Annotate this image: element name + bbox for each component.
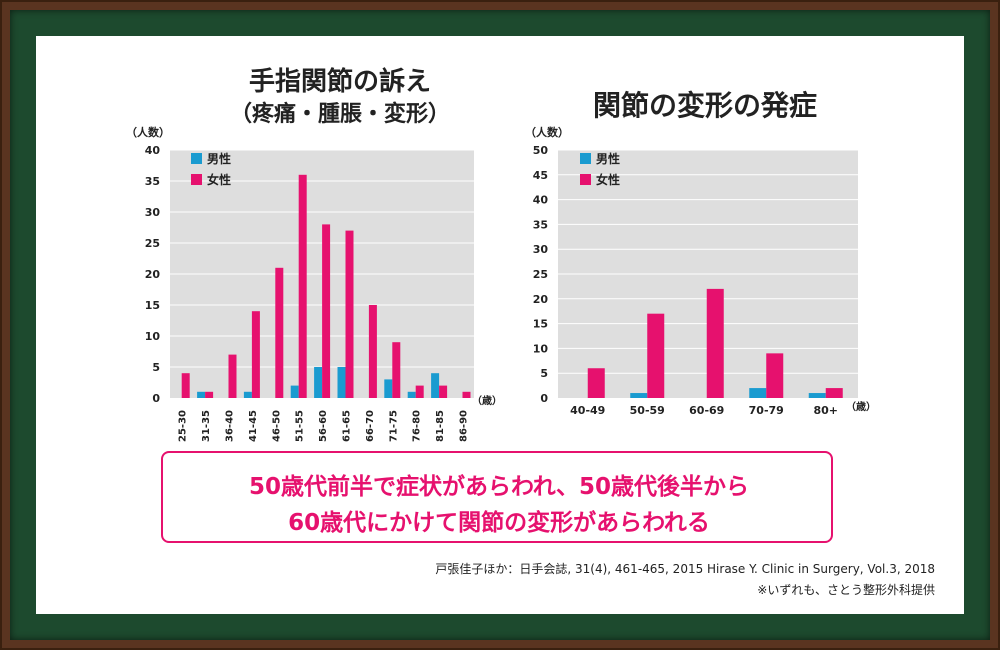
callout-line-1: 50歳代前半で症状があらわれ、50歳代後半から (248, 474, 750, 500)
source-note: ※いずれも、さとう整形外科提供 (757, 583, 935, 597)
source-citation: 戸張佳子ほか：日手会誌, 31(4), 461-465, 2015 Hirase… (435, 562, 935, 576)
left-chart-title: 手指関節の訴え (248, 67, 431, 97)
right-chart-title: 関節の変形の発症 (592, 89, 817, 122)
summary-callout: 50歳代前半で症状があらわれ、50歳代後半から 60歳代にかけて関節の変形があら… (161, 451, 833, 543)
left-chart-subtitle: （疼痛・腫脹・変形） (229, 102, 450, 127)
callout-line-2: 60歳代にかけて関節の変形があらわれる (288, 510, 710, 536)
